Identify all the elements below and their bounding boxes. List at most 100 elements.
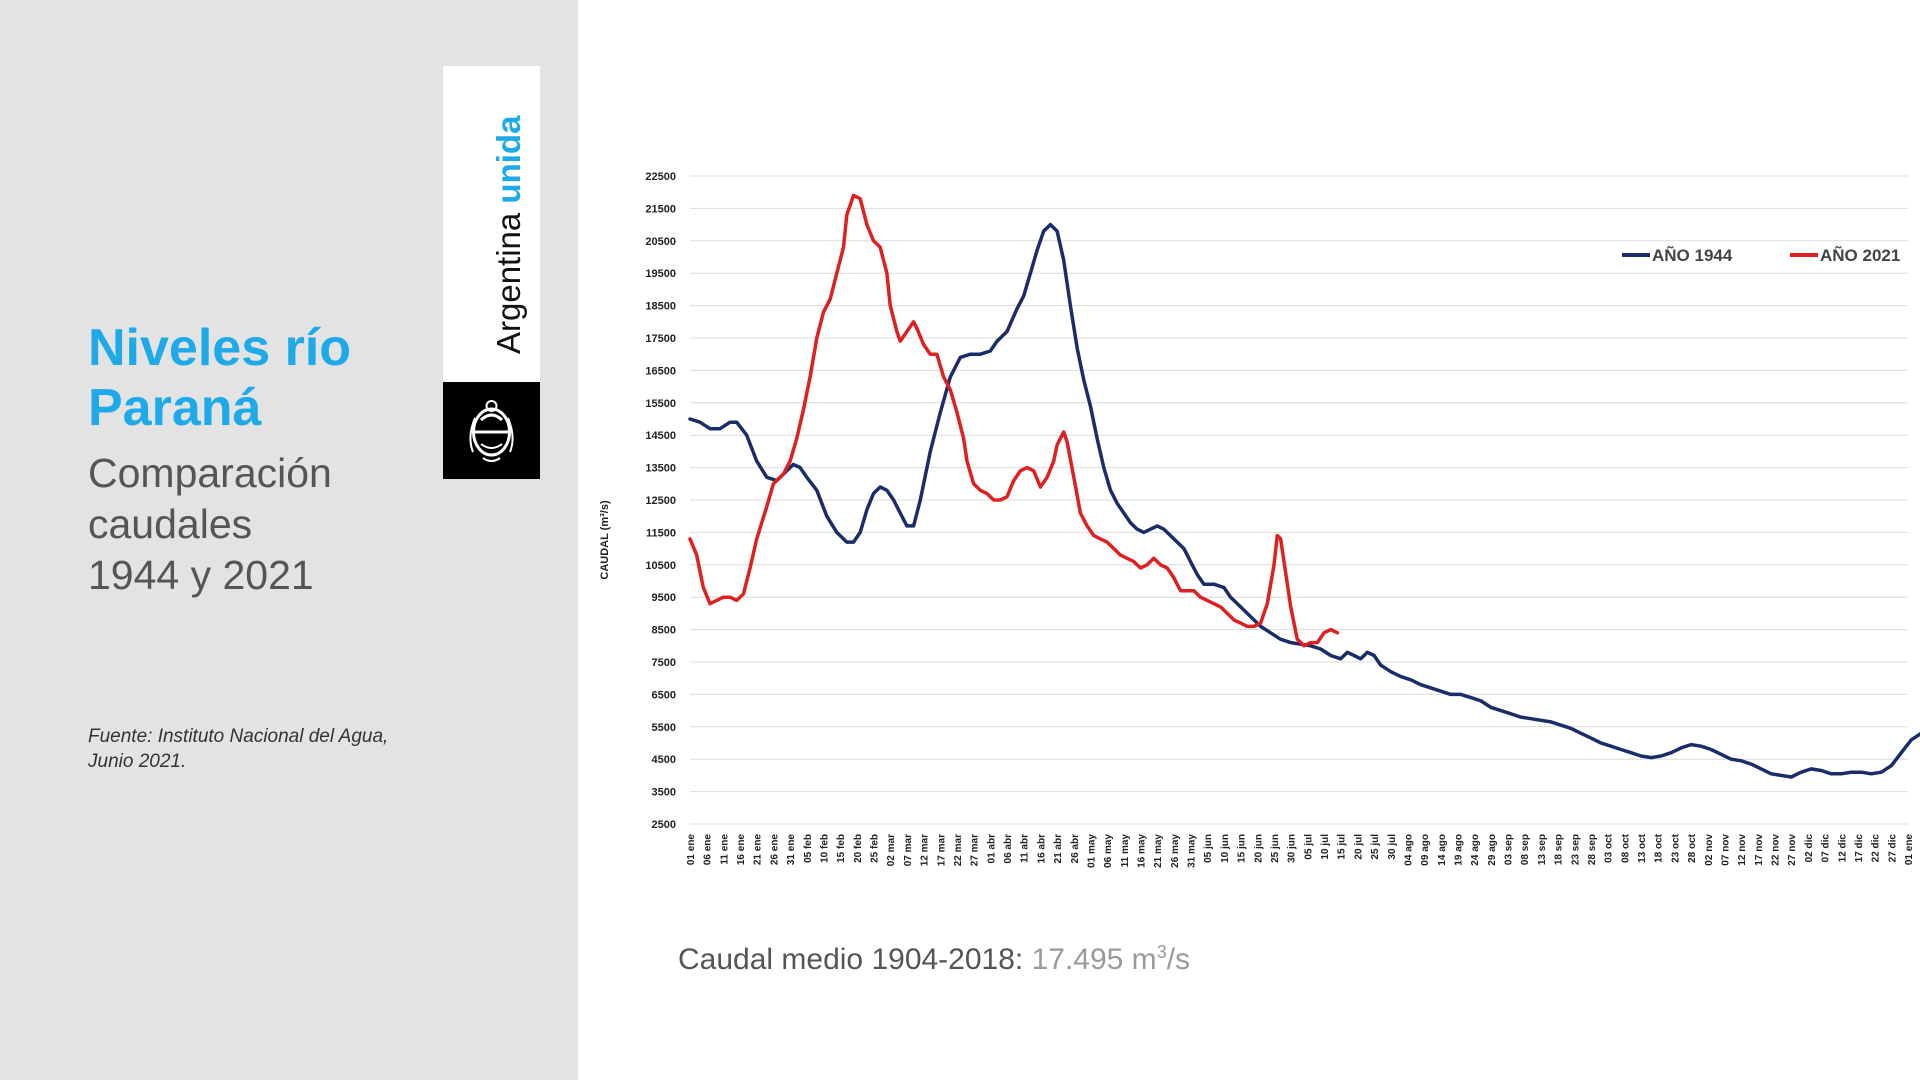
x-tick-label-66: 27 nov [1787, 834, 1798, 866]
y-tick-label-4500: 4500 [652, 754, 676, 766]
x-tick-label-2: 11 ene [719, 834, 730, 865]
y-tick-label-7500: 7500 [652, 657, 676, 669]
x-tick-label-44: 09 ago [1420, 834, 1431, 866]
x-tick-label-0: 01 ene [686, 834, 697, 866]
y-tick-label-10500: 10500 [645, 560, 676, 572]
x-tick-label-7: 05 feb [803, 834, 814, 863]
y-tick-label-21500: 21500 [645, 203, 676, 215]
brand-logo: Argentina unida [443, 66, 540, 382]
x-tick-label-65: 22 nov [1771, 834, 1782, 866]
x-tick-label-41: 25 jul [1370, 834, 1381, 860]
y-tick-label-9500: 9500 [652, 592, 676, 604]
mean-flow-unit: /s [1166, 943, 1191, 976]
x-tick-label-32: 10 jun [1220, 834, 1231, 863]
y-tick-label-18500: 18500 [645, 301, 676, 313]
x-tick-label-37: 05 jul [1303, 834, 1314, 860]
y-tick-label-17500: 17500 [645, 333, 676, 345]
x-tick-label-68: 07 dic [1821, 834, 1832, 863]
x-tick-label-13: 07 mar [903, 834, 914, 866]
mean-flow-value: 17.495 m3/s [1031, 942, 1191, 976]
brand-wordmark: Argentina unida [490, 115, 527, 354]
x-tick-label-64: 17 nov [1754, 834, 1765, 866]
x-tick-label-62: 07 nov [1720, 834, 1731, 866]
x-tick-label-6: 31 ene [786, 834, 797, 866]
x-tick-label-29: 26 may [1170, 834, 1181, 868]
y-tick-label-19500: 19500 [645, 268, 676, 280]
y-tick-label-3500: 3500 [652, 787, 676, 799]
x-tick-label-51: 13 sep [1537, 834, 1548, 865]
x-tick-label-55: 03 oct [1604, 833, 1615, 863]
x-tick-label-23: 26 abr [1070, 834, 1081, 864]
x-tick-label-49: 03 sep [1504, 834, 1515, 865]
mean-flow-number: 17.495 m [1031, 943, 1157, 976]
x-tick-label-4: 21 ene [753, 834, 764, 866]
x-tick-label-40: 20 jul [1353, 834, 1364, 860]
y-tick-label-12500: 12500 [645, 495, 676, 507]
y-tick-label-8500: 8500 [652, 625, 676, 637]
x-tick-label-70: 17 dic [1854, 834, 1865, 863]
x-tick-label-20: 11 abr [1020, 834, 1031, 863]
y-tick-label-16500: 16500 [645, 365, 676, 377]
legend-label-2: AÑO 2021 [1820, 245, 1900, 265]
x-tick-label-16: 22 mar [953, 834, 964, 866]
series-line-2 [688, 193, 1340, 648]
x-tick-label-69: 12 dic [1837, 834, 1848, 863]
y-tick-label-20500: 20500 [645, 236, 676, 248]
y-tick-label-6500: 6500 [652, 689, 676, 701]
x-tick-label-46: 19 ago [1454, 834, 1465, 866]
x-tick-label-34: 20 jun [1253, 834, 1264, 863]
x-tick-label-60: 28 oct [1687, 833, 1698, 863]
x-tick-label-72: 27 dic [1887, 834, 1898, 863]
x-tick-label-42: 30 jul [1387, 834, 1398, 860]
x-tick-label-33: 15 jun [1237, 834, 1248, 863]
subtitle-line-1: Comparación [88, 450, 332, 496]
legend-label-1: AÑO 1944 [1652, 245, 1733, 265]
mean-flow-label: Caudal medio 1904-2018: [678, 943, 1024, 976]
brand-logo-panel [443, 66, 540, 382]
y-axis-label: CAUDAL (m³/s) [599, 500, 611, 580]
subtitle-line-3: 1944 y 2021 [88, 552, 314, 598]
x-tick-label-54: 28 sep [1587, 834, 1598, 865]
x-tick-label-3: 16 ene [736, 834, 747, 866]
x-tick-label-22: 21 abr [1053, 834, 1064, 864]
x-tick-label-53: 23 sep [1570, 834, 1581, 865]
mean-flow-caption: Caudal medio 1904-2018: 17.495 m3/s [678, 942, 1190, 977]
x-tick-label-27: 16 may [1136, 834, 1147, 868]
x-tick-label-52: 18 sep [1554, 834, 1565, 865]
x-tick-label-31: 05 jun [1203, 834, 1214, 863]
x-tick-label-38: 10 jul [1320, 834, 1331, 860]
x-tick-label-1: 06 ene [703, 834, 714, 866]
x-tick-label-56: 08 oct [1620, 833, 1631, 863]
x-tick-label-63: 12 nov [1737, 834, 1748, 866]
mean-flow-superscript: 3 [1156, 942, 1167, 962]
y-tick-label-15500: 15500 [645, 398, 676, 410]
x-tick-label-71: 22 dic [1871, 834, 1882, 863]
y-tick-label-14500: 14500 [645, 430, 676, 442]
x-tick-label-25: 06 may [1103, 834, 1114, 868]
x-tick-label-47: 24 ago [1470, 834, 1481, 866]
x-tick-label-39: 15 jul [1337, 834, 1348, 860]
source-line-1: Fuente: Instituto Nacional del Agua, [88, 726, 389, 747]
x-tick-label-10: 20 feb [853, 834, 864, 863]
x-tick-label-48: 29 ago [1487, 834, 1498, 866]
brand-word-2: unida [490, 115, 527, 204]
x-tick-label-17: 27 mar [970, 834, 981, 866]
x-tick-label-59: 23 oct [1670, 833, 1681, 863]
source-line-2: Junio 2021. [88, 751, 187, 772]
y-tick-label-11500: 11500 [646, 527, 676, 539]
x-tick-label-18: 01 abr [986, 834, 997, 864]
y-tick-label-13500: 13500 [645, 463, 676, 475]
x-tick-label-19: 06 abr [1003, 834, 1014, 864]
x-tick-label-11: 25 feb [870, 834, 881, 863]
x-tick-label-26: 11 may [1120, 834, 1131, 868]
y-tick-label-2500: 2500 [652, 819, 676, 831]
flow-line-chart: 2500 3500 4500 5500 6500 7500 8500 9500 10500 115… [599, 171, 1920, 868]
x-tick-label-36: 30 jun [1287, 834, 1298, 863]
y-tick-label-5500: 5500 [652, 722, 676, 734]
x-tick-label-67: 02 dic [1804, 834, 1815, 863]
page-subtitle: Comparación caudales 1944 y 2021 [88, 448, 408, 601]
source-note: Fuente: Instituto Nacional del Agua, Jun… [88, 724, 448, 774]
x-tick-label-28: 21 may [1153, 834, 1164, 868]
x-tick-label-43: 04 ago [1403, 834, 1414, 866]
x-tick-label-50: 08 sep [1520, 834, 1531, 865]
